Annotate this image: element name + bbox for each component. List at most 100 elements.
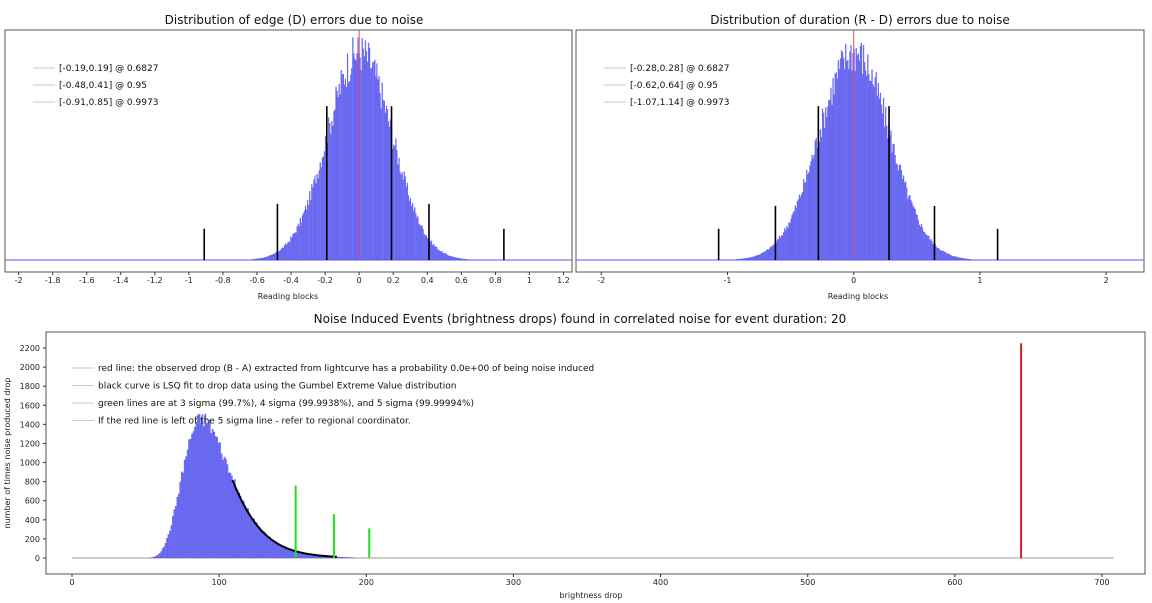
histogram-bar	[273, 253, 275, 260]
histogram-bar	[230, 475, 233, 558]
histogram-bar	[446, 254, 448, 260]
histogram-bar	[364, 40, 367, 260]
histogram-bar	[784, 228, 786, 260]
histogram-bar	[417, 216, 419, 260]
histogram-bar	[839, 58, 842, 261]
x-tick-label: 1.2	[557, 276, 570, 285]
histogram-bar	[250, 517, 252, 558]
histogram-bar	[200, 423, 202, 558]
histogram-bar	[831, 104, 833, 261]
histogram-bar	[773, 244, 775, 260]
histogram-bar	[242, 500, 245, 558]
histogram-bar	[235, 487, 238, 558]
histogram-bar	[442, 253, 444, 260]
histogram-bar	[777, 239, 779, 260]
edge-histogram	[5, 37, 572, 261]
histogram-bar	[940, 250, 943, 260]
histogram-bar	[357, 37, 359, 260]
histogram-bar	[387, 121, 390, 260]
histogram-bar	[960, 258, 963, 260]
histogram-bar	[400, 174, 402, 260]
histogram-bar	[346, 53, 349, 260]
histogram-bar	[861, 73, 864, 261]
histogram-bar	[834, 73, 836, 260]
histogram-bar	[779, 237, 782, 260]
legend-label: [-0.48,0.41] @ 0.95	[59, 81, 147, 91]
histogram-bar	[951, 255, 953, 260]
x-tick-label: -0.8	[215, 276, 231, 285]
histogram-bar	[197, 414, 199, 558]
histogram-bar	[207, 422, 210, 558]
histogram-bar	[252, 259, 254, 260]
histogram-bar	[255, 522, 258, 558]
histogram-bar	[303, 210, 306, 260]
histogram-bar	[798, 194, 801, 260]
histogram-bar	[298, 225, 300, 260]
histogram-bar	[414, 207, 416, 260]
histogram-bar	[890, 130, 892, 260]
histogram-bar	[794, 205, 796, 260]
histogram-bar	[336, 556, 339, 558]
histogram-bar	[321, 157, 323, 260]
histogram-bar	[824, 128, 826, 260]
histogram-bar	[320, 555, 323, 558]
histogram-bar	[286, 244, 288, 260]
histogram-bar	[307, 553, 310, 558]
histogram-bar	[359, 57, 361, 261]
x-tick-label: 1	[977, 276, 982, 285]
histogram-bar	[818, 141, 821, 260]
histogram-bar	[740, 258, 743, 260]
x-tick-label: -0.2	[317, 276, 333, 285]
histogram-bar	[375, 76, 377, 260]
histogram-bar	[308, 554, 311, 558]
histogram-bar	[821, 108, 824, 260]
histogram-bar	[908, 195, 910, 260]
x-tick-label: 400	[653, 578, 668, 587]
histogram-bar	[324, 135, 327, 260]
histogram-bar	[771, 246, 773, 260]
histogram-bar	[750, 257, 752, 260]
x-tick-label: 0	[69, 578, 74, 587]
histogram-bar	[929, 239, 931, 260]
histogram-bar	[339, 557, 342, 558]
histogram-bar	[915, 213, 917, 260]
histogram-bar	[348, 82, 350, 261]
histogram-bar	[290, 236, 292, 260]
histogram-bar	[852, 53, 854, 260]
histogram-bar	[939, 250, 941, 260]
histogram-bar	[805, 181, 807, 260]
histogram-bar	[772, 244, 774, 260]
histogram-bar	[918, 224, 920, 260]
histogram-bar	[413, 210, 415, 260]
histogram-bar	[223, 456, 226, 558]
duration-chart-title: Distribution of duration (R - D) errors …	[710, 13, 1010, 27]
histogram-bar	[260, 258, 262, 260]
histogram-bar	[887, 138, 889, 260]
histogram-bar	[950, 255, 952, 260]
histogram-bar	[377, 79, 379, 260]
histogram-bar	[381, 82, 383, 260]
histogram-bar	[263, 531, 266, 558]
histogram-bar	[192, 431, 195, 558]
histogram-bar	[813, 154, 815, 260]
y-tick-label: 1600	[20, 401, 40, 410]
histogram-bar	[405, 186, 407, 260]
histogram-bar	[792, 212, 794, 260]
histogram-bar	[175, 506, 177, 558]
histogram-bar	[279, 545, 282, 558]
histogram-bar	[828, 99, 830, 261]
x-tick-label: 700	[1094, 578, 1109, 587]
histogram-bar	[344, 557, 346, 558]
histogram-bar	[785, 230, 787, 260]
histogram-bar	[226, 464, 229, 558]
histogram-bar	[886, 125, 888, 260]
histogram-bar	[412, 203, 414, 260]
histogram-bar	[808, 172, 810, 260]
histogram-bar	[322, 156, 325, 260]
histogram-bar	[254, 258, 256, 260]
histogram-bar	[356, 53, 358, 261]
histogram-bar	[455, 257, 457, 260]
histogram-bar	[786, 226, 788, 260]
histogram-bar	[255, 258, 257, 260]
